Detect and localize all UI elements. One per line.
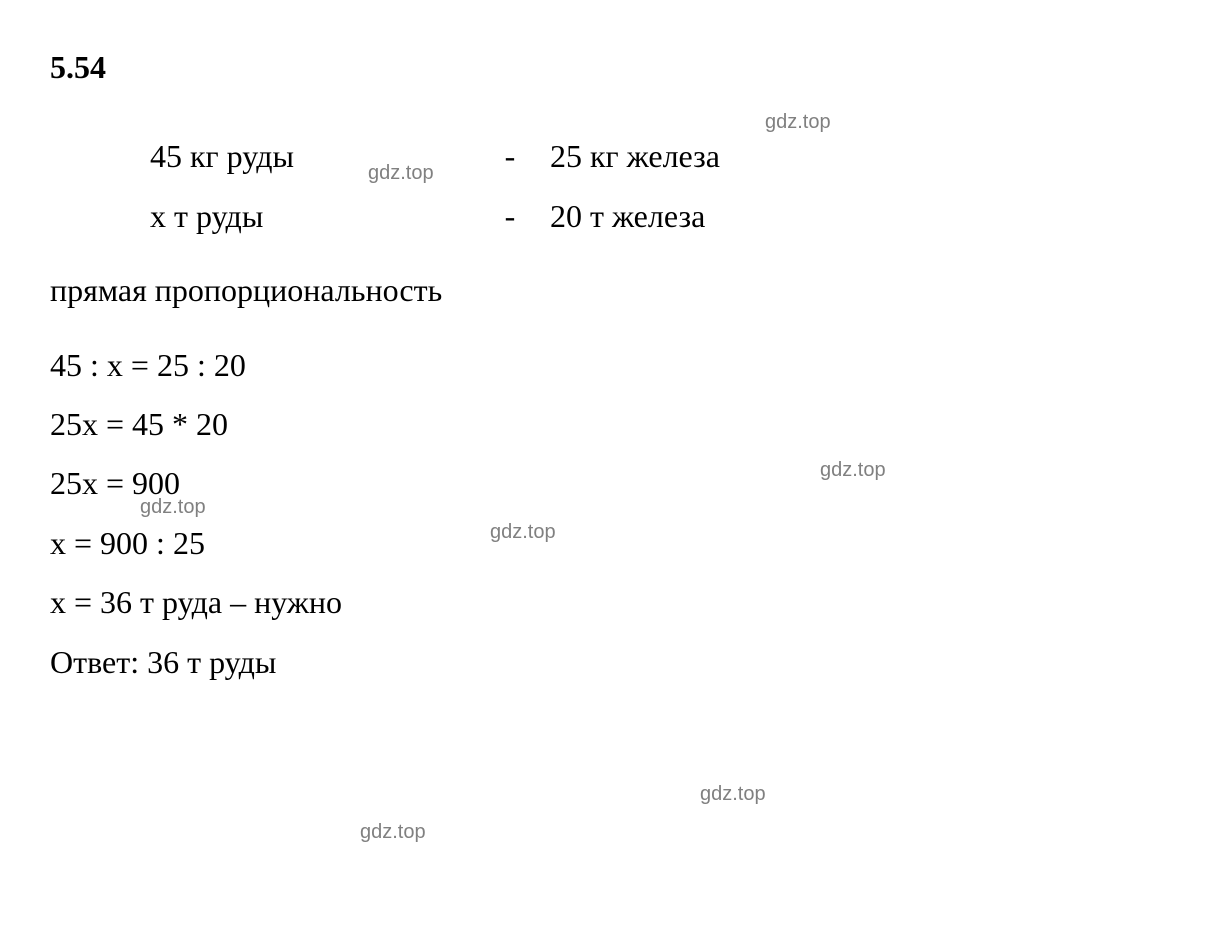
watermark: gdz.top — [700, 777, 766, 811]
proportion-dash-1: - — [470, 129, 550, 183]
proportion-dash-2: - — [470, 189, 550, 243]
watermark: gdz.top — [765, 105, 831, 139]
equation-line-3: 25х = 900 — [50, 456, 1160, 510]
equation-line-2: 25х = 45 * 20 — [50, 397, 1160, 451]
watermark: gdz.top — [368, 156, 434, 190]
equation-line-4: х = 900 : 25 — [50, 516, 1160, 570]
proportion-left-2: х т руды — [150, 189, 470, 243]
proportion-row-2: х т руды - 20 т железа — [150, 189, 1160, 243]
watermark: gdz.top — [140, 490, 206, 524]
watermark: gdz.top — [490, 515, 556, 549]
equation-line-1: 45 : х = 25 : 20 — [50, 338, 1160, 392]
equation-line-5: х = 36 т руда – нужно — [50, 575, 1160, 629]
watermark: gdz.top — [820, 453, 886, 487]
proportion-row-1: 45 кг руды - 25 кг железа — [150, 129, 1160, 183]
answer: Ответ: 36 т руды — [50, 635, 1160, 689]
proportion-right-2: 20 т железа — [550, 189, 850, 243]
watermark: gdz.top — [360, 815, 426, 849]
problem-number: 5.54 — [50, 40, 1160, 94]
document-container: gdz.top gdz.top gdz.top gdz.top gdz.top … — [50, 40, 1160, 689]
proportionality-type: прямая пропорциональность — [50, 263, 1160, 317]
